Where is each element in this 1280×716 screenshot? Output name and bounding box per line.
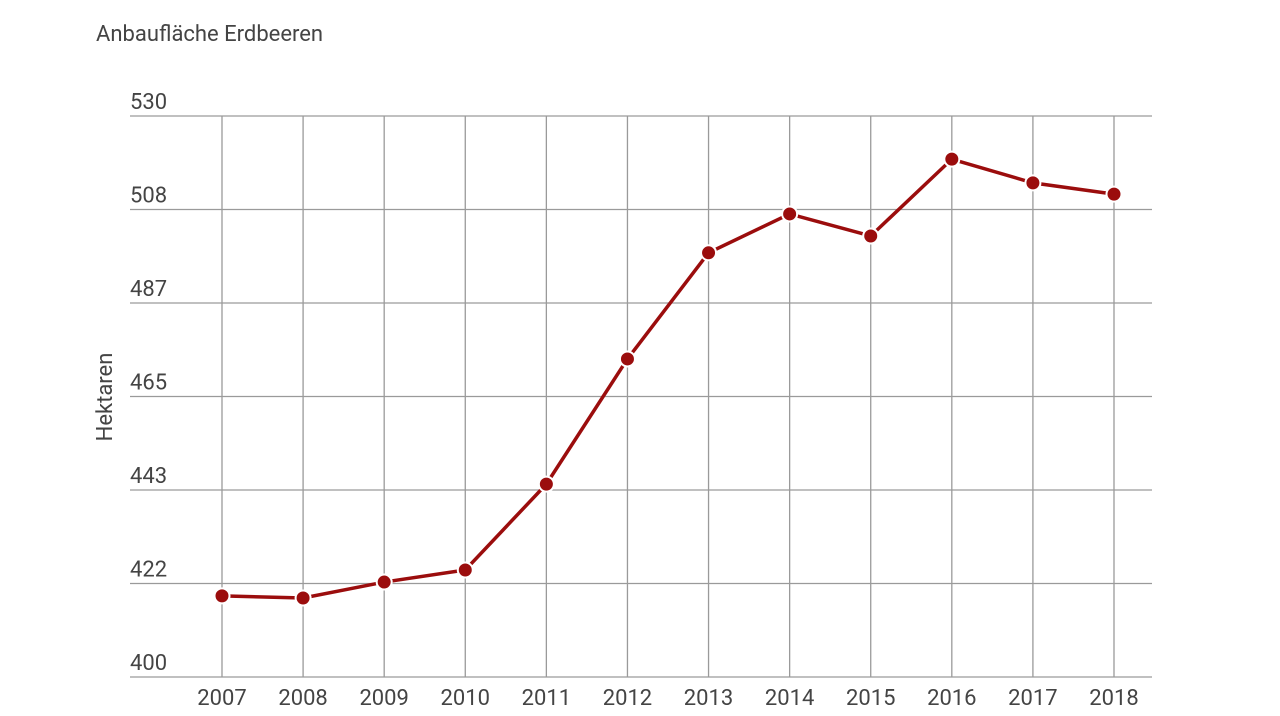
data-point bbox=[943, 150, 961, 168]
y-tick-label: 508 bbox=[130, 183, 167, 208]
x-tick-label: 2016 bbox=[927, 686, 976, 711]
data-point bbox=[456, 561, 474, 579]
x-tick-label: 2017 bbox=[1008, 686, 1057, 711]
y-tick-label: 530 bbox=[130, 90, 167, 115]
x-tick-label: 2009 bbox=[359, 686, 408, 711]
chart-title: Anbaufläche Erdbeeren bbox=[96, 22, 323, 47]
series-line bbox=[221, 157, 1115, 600]
data-point bbox=[375, 573, 393, 591]
data-point bbox=[862, 227, 880, 245]
data-point bbox=[618, 350, 636, 368]
y-tick-label: 465 bbox=[130, 370, 167, 395]
data-point bbox=[781, 205, 799, 223]
x-tick-label: 2010 bbox=[441, 686, 490, 711]
y-tick-label: 422 bbox=[130, 557, 167, 582]
y-tick-label: 487 bbox=[130, 277, 167, 302]
y-axis-label: Hektaren bbox=[93, 353, 118, 442]
data-point bbox=[1024, 174, 1042, 192]
x-tick-label: 2008 bbox=[278, 686, 327, 711]
data-point bbox=[537, 475, 555, 493]
y-tick-label: 443 bbox=[130, 464, 167, 489]
x-tick-label: 2011 bbox=[522, 686, 571, 711]
y-tick-label: 400 bbox=[130, 651, 167, 676]
x-tick-label: 2007 bbox=[197, 686, 246, 711]
data-point bbox=[700, 244, 718, 262]
x-tick-label: 2015 bbox=[846, 686, 895, 711]
x-tick-label: 2014 bbox=[765, 686, 814, 711]
data-point bbox=[1105, 185, 1123, 203]
data-point bbox=[213, 587, 231, 605]
x-tick-label: 2012 bbox=[603, 686, 652, 711]
x-tick-label: 2013 bbox=[684, 686, 733, 711]
data-point bbox=[294, 589, 312, 607]
x-tick-label: 2018 bbox=[1089, 686, 1138, 711]
